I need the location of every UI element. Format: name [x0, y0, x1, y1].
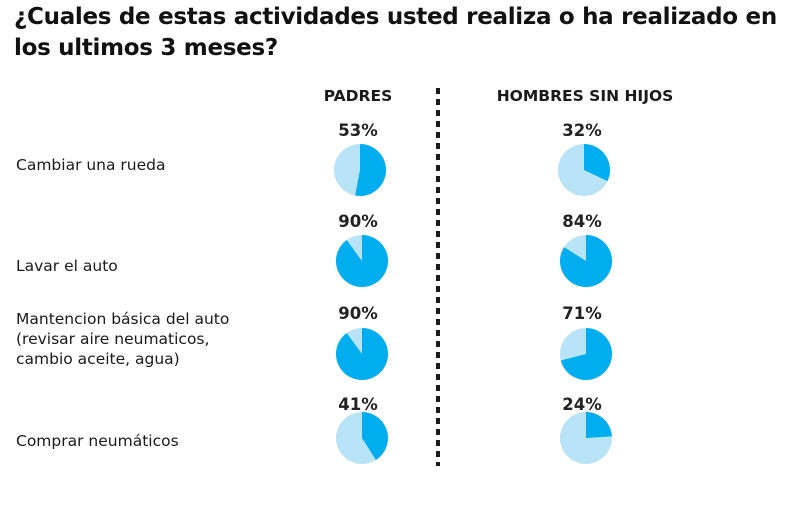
- pie-hombres-row-2: [558, 233, 614, 289]
- page-title: ¿Cuales de estas actividades usted reali…: [14, 4, 777, 61]
- pie-value-slice: [584, 144, 610, 182]
- pie-value-slice: [560, 328, 612, 380]
- pie-value-slice: [355, 144, 386, 196]
- column-header-padres: PADRES: [323, 87, 393, 105]
- pie-value-slice: [336, 328, 388, 380]
- pct-label-padres-row-4: 41%: [338, 395, 378, 414]
- pie-svg: [560, 328, 612, 380]
- pie-svg: [336, 412, 388, 464]
- pie-svg: [560, 235, 612, 287]
- pct-label-hombres-row-2: 84%: [562, 212, 602, 231]
- column-header-hombres-sin-hijos: HOMBRES SIN HIJOS: [496, 87, 674, 105]
- pie-padres-row-2: [334, 233, 390, 289]
- pct-label-padres-row-2: 90%: [338, 212, 378, 231]
- pct-label-hombres-row-4: 24%: [562, 395, 602, 414]
- pie-value-slice: [586, 412, 612, 438]
- pct-label-hombres-row-1: 32%: [562, 121, 602, 140]
- pie-svg: [560, 412, 612, 464]
- pct-label-padres-row-1: 53%: [338, 121, 378, 140]
- pie-padres-row-1: [332, 142, 388, 198]
- pie-padres-row-4: [334, 410, 390, 466]
- pie-svg: [558, 144, 610, 196]
- pct-label-hombres-row-3: 71%: [562, 304, 602, 323]
- pie-value-slice: [560, 235, 612, 287]
- row-label-cambiar-una-rueda: Cambiar una rueda: [16, 156, 166, 174]
- pie-value-slice: [336, 235, 388, 287]
- pie-svg: [336, 328, 388, 380]
- pie-svg: [334, 144, 386, 196]
- row-label-comprar-neumaticos: Comprar neumáticos: [16, 432, 179, 450]
- row-label-lavar-el-auto: Lavar el auto: [16, 257, 118, 275]
- row-label-mantencion-basica: Mantencion básica del auto (revisar aire…: [16, 310, 230, 368]
- pct-label-padres-row-3: 90%: [338, 304, 378, 323]
- pie-hombres-row-4: [558, 410, 614, 466]
- pie-svg: [336, 235, 388, 287]
- pie-hombres-row-3: [558, 326, 614, 382]
- pie-hombres-row-1: [556, 142, 612, 198]
- pie-padres-row-3: [334, 326, 390, 382]
- column-divider: [436, 88, 440, 466]
- pie-value-slice: [362, 412, 388, 460]
